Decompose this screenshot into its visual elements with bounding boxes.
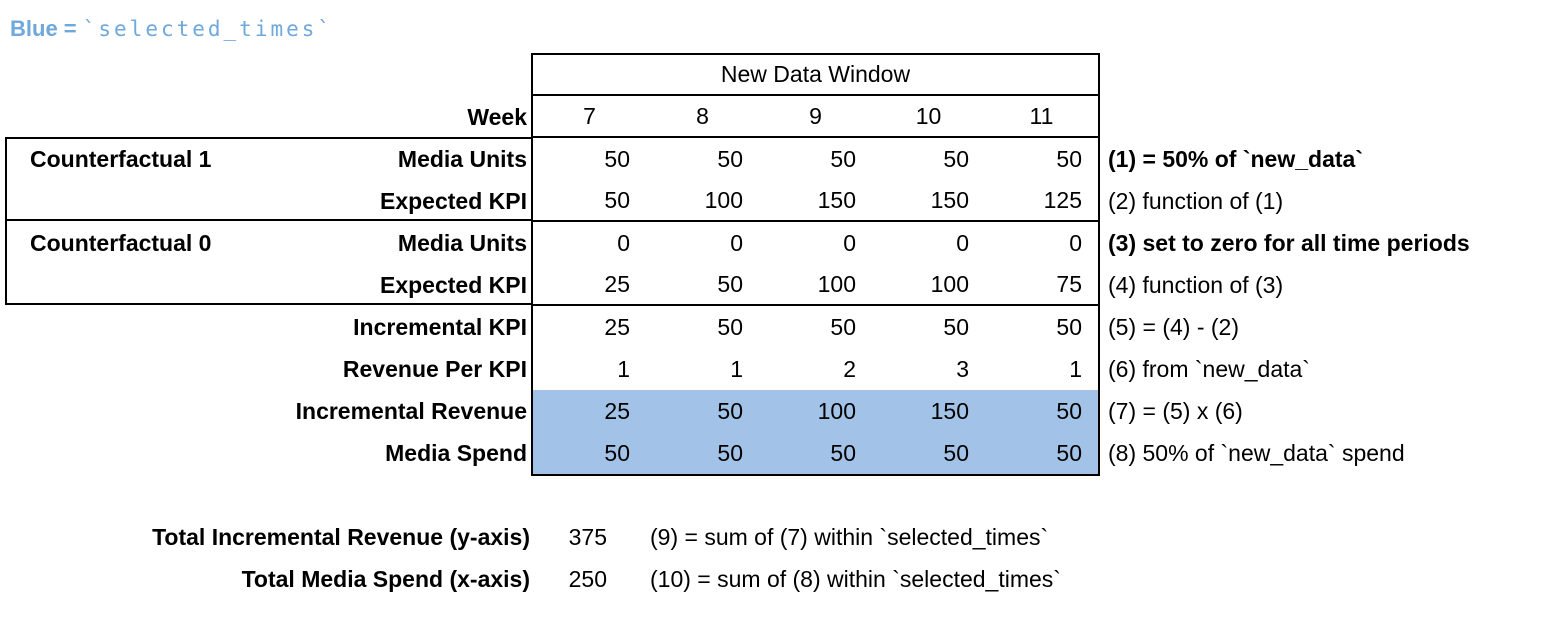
- total-media-spend-label: Total Media Spend (x-axis): [241, 566, 530, 592]
- table-cell: 25: [604, 271, 630, 297]
- table-cell: 50: [943, 440, 969, 466]
- table-cell: 100: [704, 187, 743, 213]
- note-5: (5) = (4) - (2): [1108, 314, 1239, 340]
- table-cell: 100: [930, 271, 969, 297]
- table-cell: 50: [1056, 440, 1082, 466]
- table-cell: 1: [617, 356, 630, 382]
- table-cell: 75: [1056, 271, 1082, 297]
- total-media-spend-value: 250: [568, 566, 607, 592]
- table-row-expected-kpi-cf0: 25 50 100 100 75: [533, 264, 1098, 306]
- table-cell: 150: [817, 187, 856, 213]
- row-label-incremental-kpi: Incremental KPI: [353, 314, 527, 340]
- row-notes: (1) = 50% of `new_data` (2) function of …: [1108, 138, 1470, 474]
- row-label-media-units-cf0: Media Units: [397, 230, 527, 256]
- data-table: New Data Window 7 8 9 10 11 50 50 50 50 …: [531, 53, 1100, 476]
- legend-code-selected-times: `selected_times`: [82, 17, 334, 41]
- table-cell: 100: [817, 271, 856, 297]
- table-header-new-data-window: New Data Window: [533, 55, 1098, 96]
- table-cell: 100: [817, 398, 856, 424]
- row-labels: Media Units Expected KPI Media Units Exp…: [0, 138, 527, 474]
- legend: Blue = `selected_times`: [10, 16, 333, 42]
- group-label-counterfactual-0: Counterfactual 0: [30, 230, 212, 256]
- table-cell: 50: [830, 146, 856, 172]
- note-8: (8) 50% of `new_data` spend: [1108, 440, 1405, 466]
- table-cell: 0: [617, 230, 630, 256]
- week-cell: 8: [696, 103, 709, 129]
- week-label: Week: [467, 104, 527, 130]
- table-row-expected-kpi-cf1: 50 100 150 150 125: [533, 180, 1098, 222]
- note-3: (3) set to zero for all time periods: [1108, 230, 1470, 256]
- table-cell: 50: [717, 271, 743, 297]
- note-10: (10) = sum of (8) within `selected_times…: [650, 566, 1061, 592]
- table-cell: 50: [943, 146, 969, 172]
- table-cell: 50: [830, 314, 856, 340]
- row-label-expected-kpi-cf1: Expected KPI: [380, 188, 527, 214]
- table-row-incremental-kpi: 25 50 50 50 50: [533, 306, 1098, 348]
- note-4: (4) function of (3): [1108, 272, 1284, 298]
- table-row-media-spend-highlighted: 50 50 50 50 50: [533, 432, 1098, 474]
- table-cell: 50: [604, 146, 630, 172]
- table-cell: 50: [1056, 146, 1082, 172]
- week-cell: 11: [1029, 103, 1054, 129]
- row-label-media-units-cf1: Media Units: [397, 146, 527, 172]
- note-2: (2) function of (1): [1108, 188, 1284, 214]
- table-cell: 0: [843, 230, 856, 256]
- table-cell: 50: [604, 187, 630, 213]
- table-cell: 3: [956, 356, 969, 382]
- table-cell: 50: [717, 440, 743, 466]
- table-cell: 50: [717, 398, 743, 424]
- note-1: (1) = 50% of `new_data`: [1108, 146, 1363, 172]
- row-label-media-spend: Media Spend: [385, 440, 527, 466]
- table-cell: 25: [604, 398, 630, 424]
- note-9: (9) = sum of (7) within `selected_times`: [650, 524, 1049, 550]
- table-row-media-units-cf1: 50 50 50 50 50: [533, 138, 1098, 180]
- table-cell: 125: [1043, 187, 1082, 213]
- table-cell: 50: [717, 314, 743, 340]
- table-cell: 50: [1056, 314, 1082, 340]
- row-label-expected-kpi-cf0: Expected KPI: [380, 272, 527, 298]
- total-incremental-revenue-value: 375: [568, 524, 607, 550]
- week-cell: 9: [809, 103, 822, 129]
- row-label-incremental-revenue: Incremental Revenue: [295, 398, 527, 424]
- table-cell: 25: [604, 314, 630, 340]
- table-cell: 0: [956, 230, 969, 256]
- week-cell: 7: [583, 103, 596, 129]
- table-cell: 2: [843, 356, 856, 382]
- note-6: (6) from `new_data`: [1108, 356, 1310, 382]
- table-row-media-units-cf0: 0 0 0 0 0: [533, 222, 1098, 264]
- table-cell: 50: [1056, 398, 1082, 424]
- legend-prefix: Blue =: [10, 16, 83, 41]
- week-cell: 10: [915, 103, 942, 129]
- table-cell: 50: [830, 440, 856, 466]
- row-label-revenue-per-kpi: Revenue Per KPI: [342, 356, 527, 382]
- total-incremental-revenue-label: Total Incremental Revenue (y-axis): [152, 524, 530, 550]
- table-cell: 1: [1069, 356, 1082, 382]
- table-cell: 150: [930, 187, 969, 213]
- table-row-revenue-per-kpi: 1 1 2 3 1: [533, 348, 1098, 390]
- table-cell: 0: [1069, 230, 1082, 256]
- week-row: 7 8 9 10 11: [533, 96, 1098, 138]
- table-cell: 150: [930, 398, 969, 424]
- note-7: (7) = (5) x (6): [1108, 398, 1243, 424]
- table-cell: 50: [604, 440, 630, 466]
- counterfactual-0-box: [5, 221, 531, 305]
- table-cell: 1: [730, 356, 743, 382]
- table-row-incremental-revenue-highlighted: 25 50 100 150 50: [533, 390, 1098, 432]
- group-label-counterfactual-1: Counterfactual 1: [30, 146, 212, 172]
- table-cell: 50: [717, 146, 743, 172]
- table-cell: 50: [943, 314, 969, 340]
- counterfactual-1-box: [5, 137, 531, 221]
- table-cell: 0: [730, 230, 743, 256]
